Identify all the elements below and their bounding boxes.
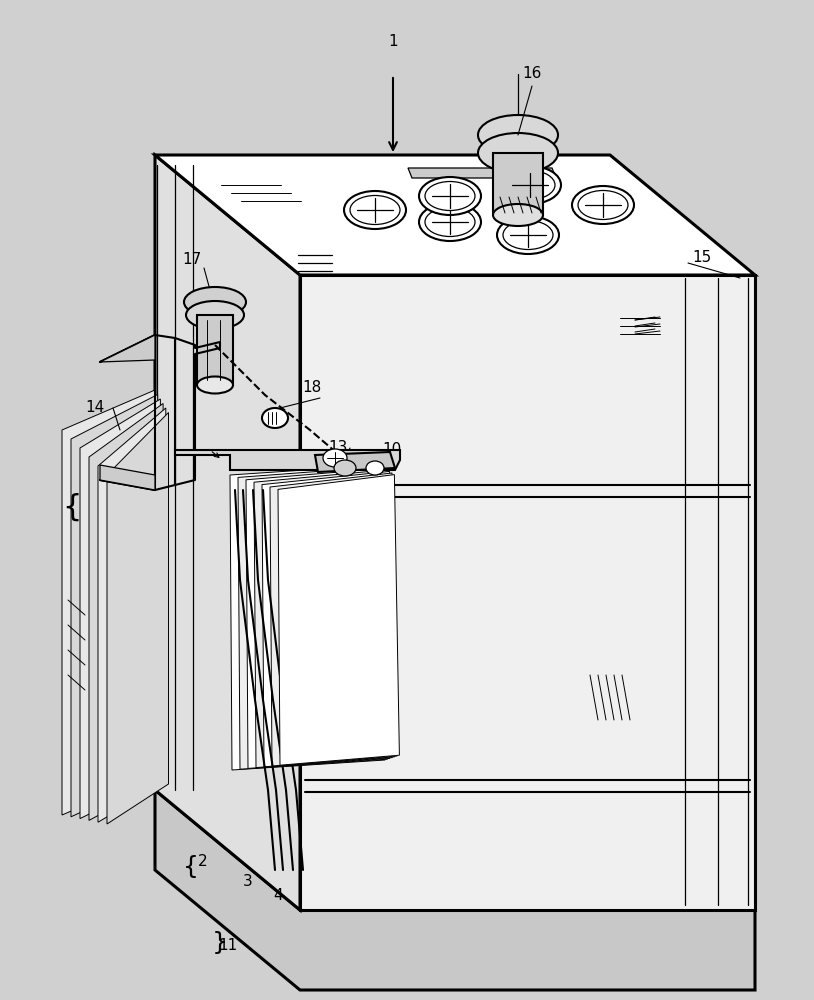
Text: 13: 13 (328, 440, 348, 456)
Ellipse shape (197, 376, 233, 393)
Text: 2: 2 (198, 854, 208, 869)
Text: 14: 14 (85, 400, 105, 416)
Ellipse shape (497, 216, 559, 254)
Text: 11: 11 (218, 938, 238, 952)
Ellipse shape (419, 177, 481, 215)
Ellipse shape (478, 133, 558, 173)
Polygon shape (315, 452, 395, 472)
Text: 3: 3 (243, 874, 253, 890)
Text: 12: 12 (92, 742, 112, 758)
Text: 6: 6 (353, 456, 363, 472)
Polygon shape (89, 403, 163, 820)
Text: 8: 8 (367, 468, 377, 484)
Polygon shape (155, 790, 755, 990)
Text: 16: 16 (523, 66, 541, 82)
Ellipse shape (478, 115, 558, 155)
Polygon shape (493, 153, 543, 215)
Text: {: { (206, 928, 222, 952)
Ellipse shape (493, 204, 543, 226)
Polygon shape (80, 399, 160, 819)
Polygon shape (278, 475, 400, 765)
Ellipse shape (366, 461, 384, 475)
Text: 5: 5 (105, 514, 115, 530)
Text: 4: 4 (274, 888, 282, 902)
Polygon shape (230, 465, 385, 770)
Polygon shape (262, 471, 395, 767)
Ellipse shape (499, 166, 561, 204)
Polygon shape (300, 275, 755, 910)
Text: {: { (63, 492, 81, 522)
Polygon shape (71, 394, 158, 817)
Ellipse shape (186, 301, 244, 329)
Polygon shape (408, 168, 556, 178)
Text: 18: 18 (302, 380, 322, 395)
Polygon shape (155, 155, 755, 275)
Ellipse shape (323, 449, 347, 467)
Ellipse shape (262, 408, 288, 428)
Polygon shape (100, 465, 155, 490)
Polygon shape (98, 408, 166, 822)
Ellipse shape (419, 203, 481, 241)
Polygon shape (100, 335, 155, 362)
Polygon shape (254, 470, 392, 768)
Ellipse shape (578, 190, 628, 220)
Text: 15: 15 (693, 250, 711, 265)
Ellipse shape (425, 182, 475, 211)
Polygon shape (62, 390, 155, 815)
Polygon shape (246, 468, 390, 768)
Text: 10: 10 (383, 442, 401, 458)
Polygon shape (175, 450, 400, 470)
Ellipse shape (503, 221, 553, 249)
Text: {: { (183, 855, 199, 879)
Text: 9: 9 (82, 482, 92, 496)
Ellipse shape (505, 170, 555, 200)
Text: 17: 17 (182, 252, 202, 267)
Polygon shape (107, 412, 168, 824)
Text: 7: 7 (95, 485, 105, 499)
Polygon shape (197, 315, 233, 385)
Ellipse shape (350, 196, 400, 225)
Ellipse shape (184, 287, 246, 317)
Ellipse shape (425, 208, 475, 236)
Ellipse shape (572, 186, 634, 224)
Polygon shape (155, 155, 300, 910)
Polygon shape (270, 473, 397, 766)
Ellipse shape (334, 460, 356, 476)
Polygon shape (238, 467, 387, 769)
Text: 1: 1 (388, 34, 398, 49)
Ellipse shape (344, 191, 406, 229)
